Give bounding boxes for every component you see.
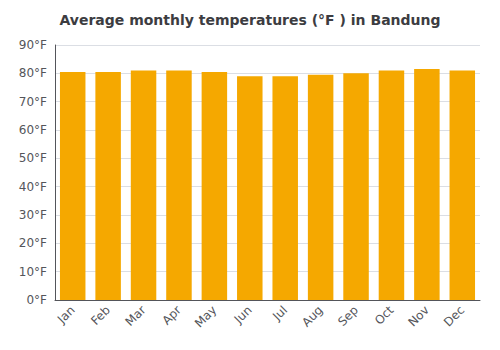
svg-text:70°F: 70°F (19, 95, 47, 109)
svg-text:Jan: Jan (54, 303, 78, 327)
svg-text:Average monthly temperatures (: Average monthly temperatures (°F ) in Ba… (59, 12, 440, 28)
svg-text:10°F: 10°F (19, 265, 47, 279)
svg-text:90°F: 90°F (19, 38, 47, 52)
svg-text:Feb: Feb (88, 303, 113, 328)
svg-text:Jul: Jul (269, 303, 290, 324)
svg-text:Mar: Mar (123, 303, 149, 329)
svg-text:60°F: 60°F (19, 123, 47, 137)
svg-text:Aug: Aug (299, 303, 325, 329)
svg-text:Dec: Dec (441, 303, 467, 329)
svg-text:Apr: Apr (159, 303, 184, 328)
svg-text:20°F: 20°F (19, 236, 47, 250)
svg-text:0°F: 0°F (26, 293, 47, 307)
svg-text:Nov: Nov (405, 303, 431, 329)
svg-text:80°F: 80°F (19, 66, 47, 80)
svg-text:40°F: 40°F (19, 180, 47, 194)
svg-text:Jun: Jun (231, 303, 255, 327)
svg-text:Oct: Oct (372, 303, 397, 328)
svg-text:50°F: 50°F (19, 151, 47, 165)
svg-text:Sep: Sep (335, 303, 361, 329)
svg-text:30°F: 30°F (19, 208, 47, 222)
svg-text:May: May (192, 303, 219, 330)
